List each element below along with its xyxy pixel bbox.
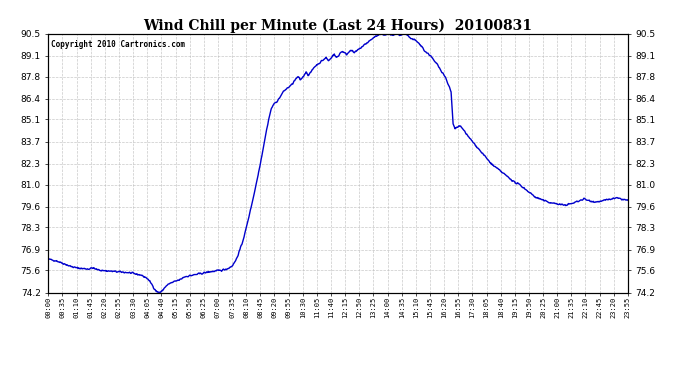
Text: Copyright 2010 Cartronics.com: Copyright 2010 Cartronics.com xyxy=(51,40,186,49)
Title: Wind Chill per Minute (Last 24 Hours)  20100831: Wind Chill per Minute (Last 24 Hours) 20… xyxy=(144,18,533,33)
